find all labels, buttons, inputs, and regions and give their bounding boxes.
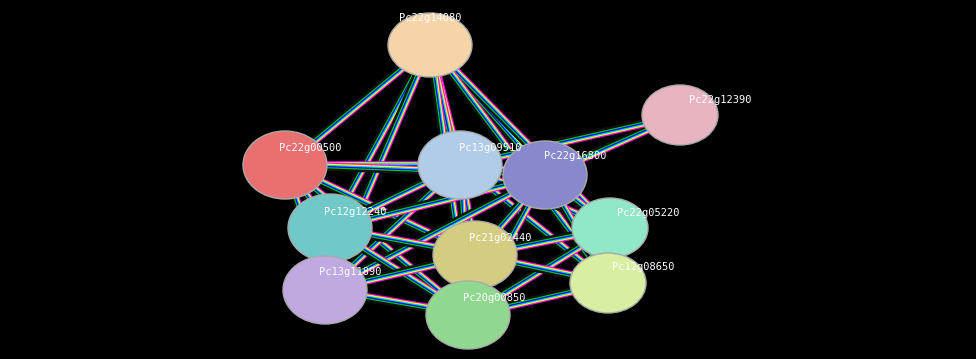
- Text: Pc22g14080: Pc22g14080: [399, 13, 462, 23]
- Text: Pc12g08650: Pc12g08650: [612, 262, 674, 272]
- Ellipse shape: [503, 141, 587, 209]
- Ellipse shape: [433, 221, 517, 289]
- Ellipse shape: [572, 198, 648, 258]
- Text: Pc13g09510: Pc13g09510: [459, 143, 521, 153]
- Ellipse shape: [243, 131, 327, 199]
- Text: Pc21g02440: Pc21g02440: [468, 233, 531, 243]
- Ellipse shape: [418, 131, 502, 199]
- Ellipse shape: [426, 281, 510, 349]
- Text: Pc22g16800: Pc22g16800: [544, 151, 606, 161]
- Ellipse shape: [288, 194, 372, 262]
- Text: Pc22g05220: Pc22g05220: [617, 208, 679, 218]
- Ellipse shape: [642, 85, 718, 145]
- Text: Pc12g12240: Pc12g12240: [324, 207, 386, 217]
- Text: Pc20g00850: Pc20g00850: [463, 293, 525, 303]
- Text: Pc22g00500: Pc22g00500: [279, 143, 342, 153]
- Ellipse shape: [570, 253, 646, 313]
- Text: Pc22g12390: Pc22g12390: [689, 95, 752, 105]
- Text: Pc13g11890: Pc13g11890: [319, 267, 382, 277]
- Ellipse shape: [283, 256, 367, 324]
- Ellipse shape: [388, 13, 472, 77]
